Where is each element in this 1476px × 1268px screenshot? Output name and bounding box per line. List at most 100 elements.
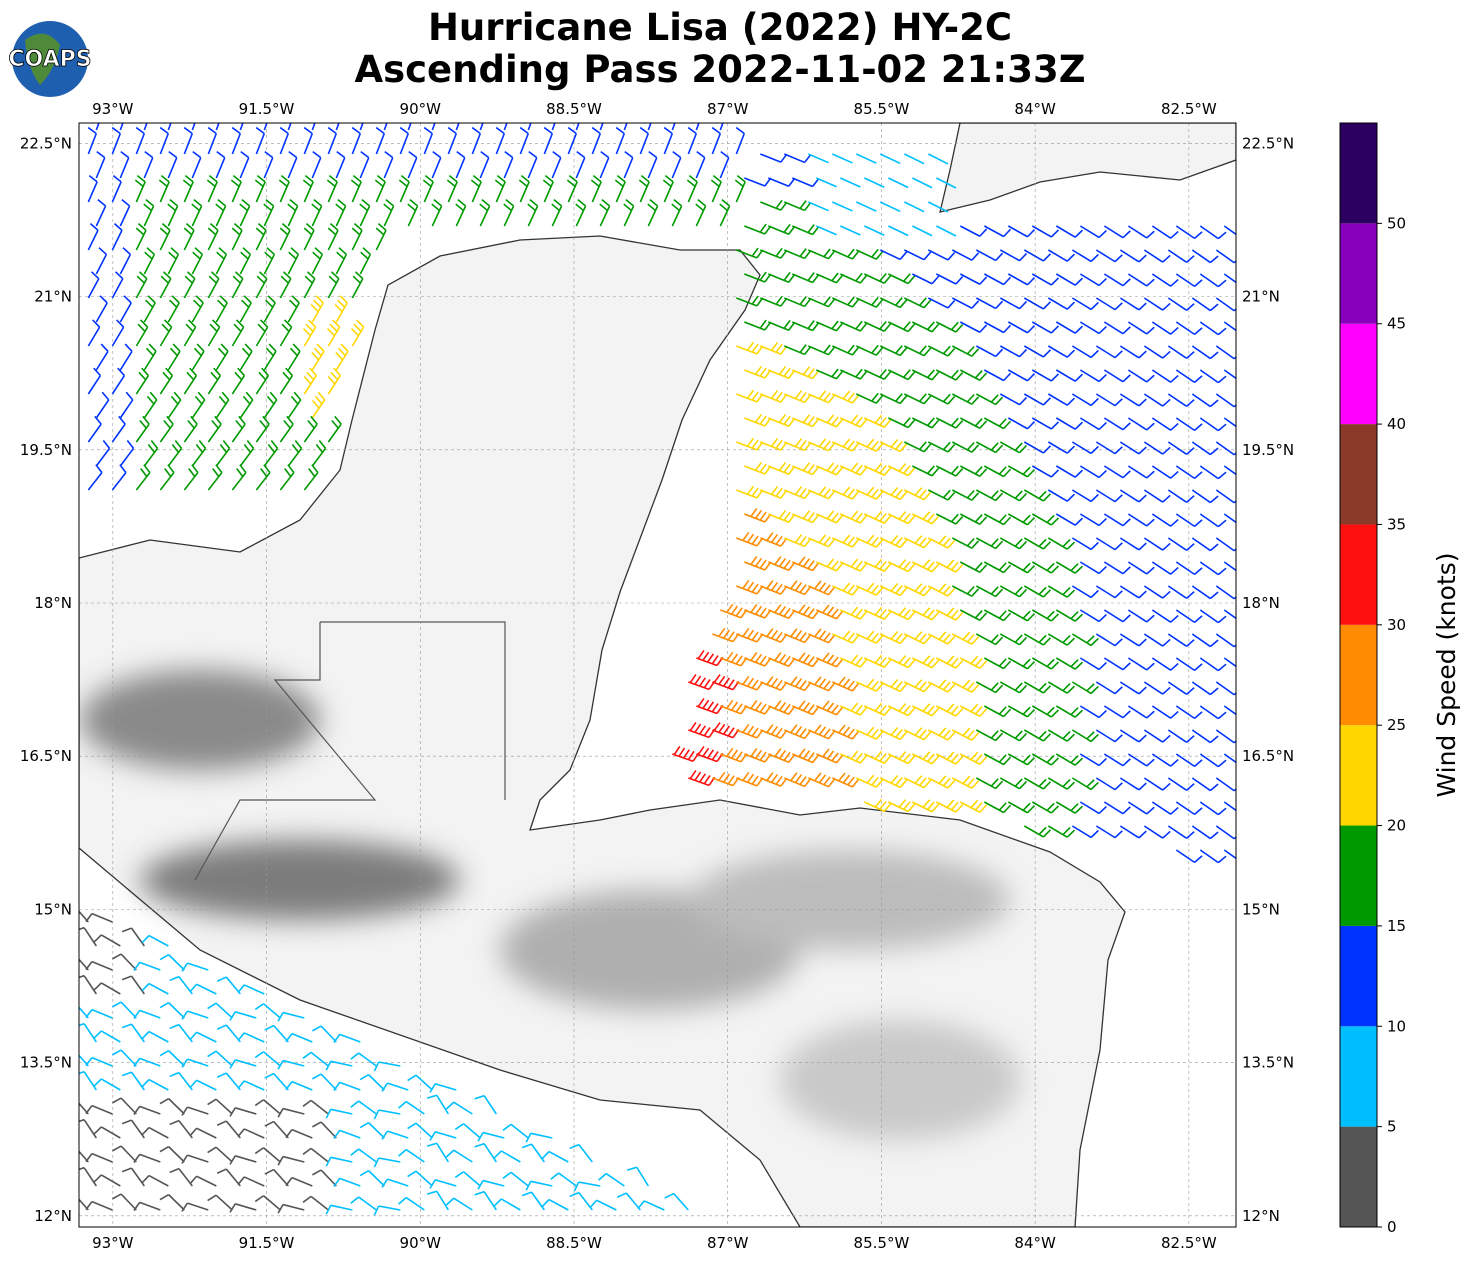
wind-barb <box>695 123 700 131</box>
wind-barb <box>768 366 796 380</box>
wind-barb <box>327 415 342 443</box>
wind-barb <box>760 532 788 547</box>
wind-barb <box>983 609 1012 622</box>
wind-barb <box>983 657 1012 670</box>
wind-barb <box>455 150 466 179</box>
wind-barb <box>191 123 196 131</box>
wind-barb <box>229 1107 257 1117</box>
wind-barb <box>1079 369 1107 383</box>
wind-barb <box>1151 561 1179 575</box>
wind-barb <box>832 486 860 500</box>
wind-barb <box>303 464 319 491</box>
colorbar-segment <box>1340 1126 1377 1227</box>
wind-barb <box>121 1167 145 1187</box>
wind-barb <box>239 150 250 179</box>
wind-barb <box>903 345 932 357</box>
wind-barb <box>1031 705 1060 718</box>
wind-barb <box>1095 681 1123 695</box>
wind-barb <box>95 440 111 467</box>
wind-barb <box>1199 657 1227 672</box>
wind-barb <box>719 199 731 227</box>
wind-barb <box>1079 705 1107 719</box>
x-tick-label: 85.5°W <box>854 100 910 118</box>
wind-barb <box>359 150 370 179</box>
wind-barb <box>79 1102 89 1115</box>
wind-barb <box>1175 561 1203 576</box>
wind-barb <box>1031 657 1060 670</box>
colorbar-segment <box>1340 123 1377 224</box>
wind-barb <box>1127 369 1155 383</box>
wind-barb <box>373 1061 401 1072</box>
wind-barb <box>959 225 988 237</box>
wind-barb <box>832 438 860 452</box>
wind-barb <box>1167 729 1195 743</box>
wind-barb <box>975 537 1004 550</box>
wind-barb <box>1191 489 1219 504</box>
wind-barb <box>951 631 980 645</box>
wind-barb <box>279 223 291 251</box>
y-tick-label: 15°N <box>34 900 72 918</box>
y-tick-label: 16.5°N <box>1242 747 1294 765</box>
wind-barb <box>1223 753 1236 764</box>
wind-barb <box>1031 801 1060 814</box>
wind-barb <box>744 365 772 379</box>
wind-barb <box>1071 297 1099 311</box>
wind-barb <box>239 247 252 275</box>
wind-barb <box>911 465 940 477</box>
wind-barb <box>573 1181 601 1192</box>
wind-barb <box>454 1171 481 1187</box>
colorbar-frame <box>1339 122 1378 1228</box>
wind-barb <box>135 367 150 395</box>
wind-barb <box>959 417 988 429</box>
wind-barb <box>975 585 1004 598</box>
wind-barb <box>551 150 562 179</box>
wind-barb <box>302 1099 329 1115</box>
wind-barb <box>119 150 130 179</box>
wind-barb <box>1223 225 1236 236</box>
wind-barb <box>231 464 247 491</box>
wind-barb <box>744 652 772 667</box>
wind-barb <box>863 702 892 716</box>
wind-barb <box>1071 825 1099 839</box>
wind-barb <box>215 199 227 227</box>
wind-barb <box>935 751 964 765</box>
wind-barb <box>1167 441 1195 455</box>
wind-barb <box>111 953 137 971</box>
wind-barb <box>1023 537 1052 550</box>
wind-barb <box>808 344 836 356</box>
wind-barb <box>768 271 796 284</box>
wind-barb <box>959 513 988 525</box>
wind-barb <box>1223 273 1236 284</box>
wind-barb <box>855 582 884 596</box>
wind-barb <box>768 700 796 716</box>
wind-barb <box>1175 369 1203 384</box>
wind-barb <box>744 748 772 763</box>
wind-barb <box>887 751 916 765</box>
wind-barb <box>1031 753 1060 766</box>
wind-barb <box>792 510 820 524</box>
wind-barb <box>1199 273 1227 288</box>
wind-barb <box>590 174 602 203</box>
wind-barb <box>975 393 1004 406</box>
wind-barb <box>422 174 434 203</box>
wind-barb <box>879 535 908 549</box>
wind-barb <box>792 556 820 572</box>
colorbar-segment <box>1340 825 1377 926</box>
x-tick-label: 90°W <box>400 1234 442 1252</box>
y-tick-label: 22.5°N <box>1242 134 1294 152</box>
wind-barb <box>903 153 925 165</box>
wind-barb <box>1055 801 1083 814</box>
wind-barb <box>816 368 844 380</box>
y-tick-label: 18°N <box>34 594 72 612</box>
wind-barb <box>784 438 812 452</box>
wind-barb <box>808 676 836 692</box>
wind-barb <box>887 799 916 813</box>
wind-barb <box>983 225 1012 238</box>
wind-barb <box>207 1194 233 1211</box>
y-tick-label: 12°N <box>34 1207 72 1225</box>
wind-barb <box>111 1049 137 1067</box>
colorbar-tick-label: 20 <box>1387 817 1406 835</box>
wind-barb <box>1167 681 1195 695</box>
wind-barb <box>808 248 836 260</box>
wind-barb <box>327 271 340 299</box>
